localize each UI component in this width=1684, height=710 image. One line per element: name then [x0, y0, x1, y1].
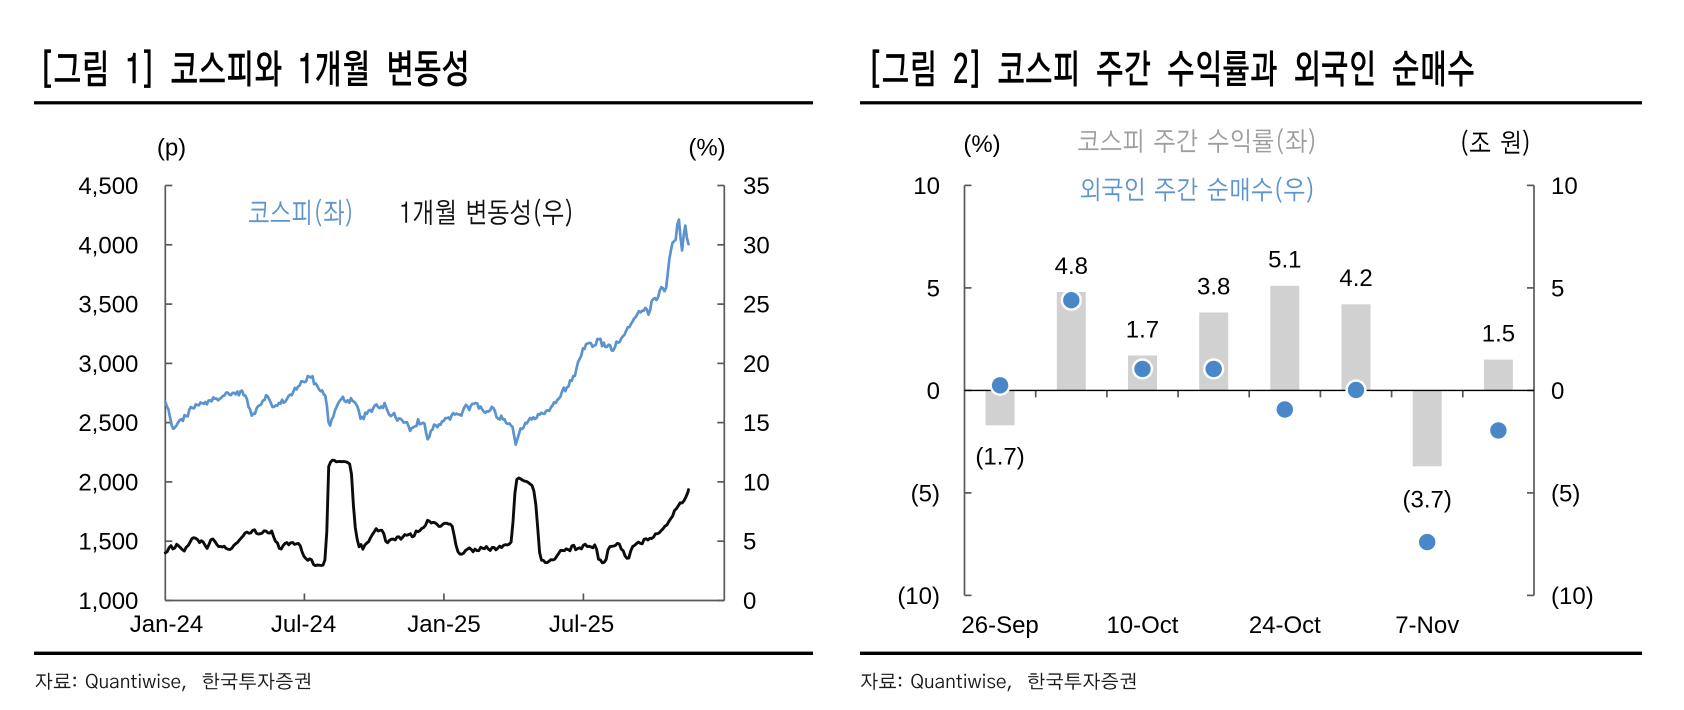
svg-text:30: 30 — [743, 232, 770, 259]
svg-text:Jan-24: Jan-24 — [130, 611, 203, 638]
svg-text:(1.7): (1.7) — [975, 444, 1024, 471]
svg-text:(10): (10) — [897, 583, 940, 610]
svg-text:(p): (p) — [157, 135, 186, 162]
svg-text:Jul-25: Jul-25 — [549, 611, 614, 638]
svg-text:5.1: 5.1 — [1268, 247, 1301, 274]
svg-text:1,500: 1,500 — [78, 529, 138, 556]
svg-text:0: 0 — [743, 588, 756, 615]
svg-text:5: 5 — [1551, 275, 1564, 302]
svg-text:10: 10 — [1551, 173, 1578, 200]
svg-text:10: 10 — [743, 469, 770, 496]
svg-text:4,000: 4,000 — [78, 232, 138, 259]
svg-text:4,500: 4,500 — [78, 173, 138, 200]
svg-text:0: 0 — [1551, 378, 1564, 405]
svg-text:5: 5 — [743, 529, 756, 556]
svg-text:10: 10 — [913, 173, 940, 200]
svg-text:(5): (5) — [911, 480, 940, 507]
svg-text:4.8: 4.8 — [1055, 253, 1088, 280]
svg-text:2,500: 2,500 — [78, 410, 138, 437]
svg-text:2,000: 2,000 — [78, 469, 138, 496]
svg-text:(%): (%) — [688, 135, 725, 162]
svg-text:15: 15 — [743, 410, 770, 437]
svg-text:35: 35 — [743, 173, 770, 200]
svg-text:1.7: 1.7 — [1126, 316, 1159, 343]
svg-text:1.5: 1.5 — [1482, 320, 1515, 347]
svg-text:(10): (10) — [1551, 583, 1594, 610]
svg-text:3,500: 3,500 — [78, 292, 138, 319]
svg-text:5: 5 — [927, 275, 940, 302]
svg-text:(3.7): (3.7) — [1403, 487, 1452, 514]
svg-text:24-Oct: 24-Oct — [1249, 612, 1321, 639]
svg-text:25: 25 — [743, 292, 770, 319]
svg-text:1,000: 1,000 — [78, 588, 138, 615]
svg-text:20: 20 — [743, 351, 770, 378]
svg-text:7-Nov: 7-Nov — [1395, 612, 1459, 639]
svg-text:4.2: 4.2 — [1339, 265, 1372, 292]
svg-text:(%): (%) — [963, 131, 1000, 158]
svg-text:3.8: 3.8 — [1197, 273, 1230, 300]
svg-text:0: 0 — [927, 378, 940, 405]
svg-text:Jul-24: Jul-24 — [271, 611, 336, 638]
svg-text:Jan-25: Jan-25 — [407, 611, 480, 638]
svg-text:26-Sep: 26-Sep — [961, 612, 1038, 639]
svg-text:(5): (5) — [1551, 480, 1580, 507]
svg-text:3,000: 3,000 — [78, 351, 138, 378]
svg-text:10-Oct: 10-Oct — [1106, 612, 1178, 639]
